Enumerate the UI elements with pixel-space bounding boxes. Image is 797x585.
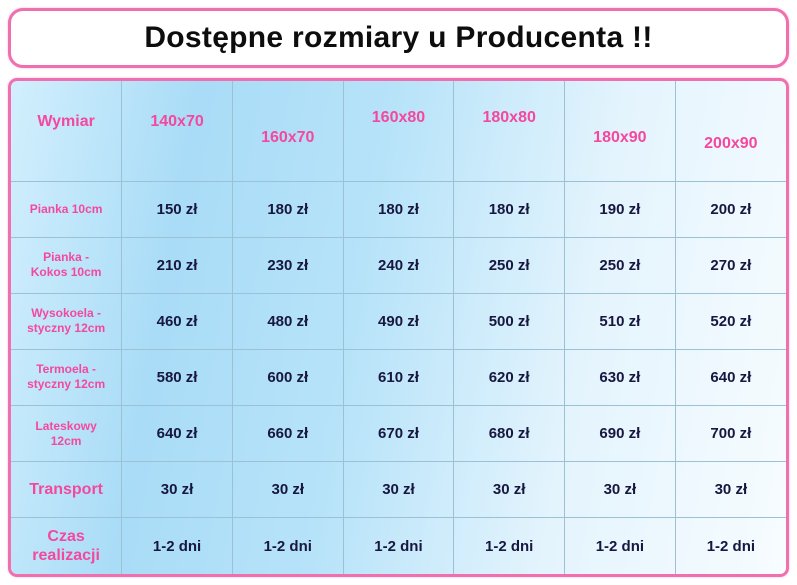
price-cell: 30 zł xyxy=(342,461,455,519)
delivery-cell: 1-2 dni xyxy=(453,517,566,574)
header-size-180x90: 180x90 xyxy=(564,81,676,182)
price-cell: 480 zł xyxy=(231,292,344,350)
price-cell: 150 zł xyxy=(121,180,233,238)
price-cell: 520 zł xyxy=(674,292,786,350)
row-pianka-10cm: Pianka 10cm 150 zł 180 zł 180 zł 180 zł … xyxy=(11,180,786,238)
row-wysokoelastyczny-12cm: Wysokoela - styczny 12cm 460 zł 480 zł 4… xyxy=(11,292,786,350)
price-cell: 180 zł xyxy=(342,180,455,238)
price-cell: 700 zł xyxy=(674,405,786,463)
price-cell: 460 zł xyxy=(121,292,233,350)
delivery-cell: 1-2 dni xyxy=(674,517,786,574)
price-cell: 630 zł xyxy=(564,348,676,407)
row-termoelastyczny-12cm: Termoela - styczny 12cm 580 zł 600 zł 61… xyxy=(11,348,786,407)
size-label: 200x90 xyxy=(704,134,758,152)
price-cell: 30 zł xyxy=(453,461,566,519)
price-cell: 250 zł xyxy=(453,236,566,294)
price-cell: 30 zł xyxy=(674,461,786,519)
price-cell: 30 zł xyxy=(564,461,676,519)
row-label: Termoela - styczny 12cm xyxy=(11,348,123,407)
price-cell: 620 zł xyxy=(453,348,566,407)
price-cell: 670 zł xyxy=(342,405,455,463)
price-cell: 680 zł xyxy=(453,405,566,463)
row-czas-realizacji: Czas realizacji 1-2 dni 1-2 dni 1-2 dni … xyxy=(11,517,786,574)
delivery-cell: 1-2 dni xyxy=(231,517,344,574)
row-transport: Transport 30 zł 30 zł 30 zł 30 zł 30 zł … xyxy=(11,461,786,519)
row-label: Lateskowy 12cm xyxy=(11,405,123,463)
price-cell: 640 zł xyxy=(121,405,233,463)
delivery-cell: 1-2 dni xyxy=(342,517,455,574)
price-table-container: Wymiar 140x70 160x70 160x80 180x80 180x9… xyxy=(8,78,789,577)
page-title: Dostępne rozmiary u Producenta !! xyxy=(144,21,653,54)
header-size-140x70: 140x70 xyxy=(121,81,233,182)
price-cell: 180 zł xyxy=(231,180,344,238)
header-size-160x80: 160x80 xyxy=(342,81,455,182)
row-label: Transport xyxy=(11,461,123,519)
price-cell: 610 zł xyxy=(342,348,455,407)
size-label: 180x80 xyxy=(482,108,536,126)
price-cell: 510 zł xyxy=(564,292,676,350)
header-size-160x70: 160x70 xyxy=(231,81,344,182)
price-cell: 690 zł xyxy=(564,405,676,463)
price-cell: 190 zł xyxy=(564,180,676,238)
size-label: 160x70 xyxy=(261,128,315,146)
price-cell: 200 zł xyxy=(674,180,786,238)
size-label: 160x80 xyxy=(371,108,426,126)
price-cell: 210 zł xyxy=(121,236,233,294)
row-pianka-kokos-10cm: Pianka - Kokos 10cm 210 zł 230 zł 240 zł… xyxy=(11,236,786,294)
size-label: 140x70 xyxy=(150,112,204,130)
delivery-cell: 1-2 dni xyxy=(564,517,676,574)
header-size-200x90: 200x90 xyxy=(674,81,786,182)
row-label: Wysokoela - styczny 12cm xyxy=(11,292,123,350)
row-label: Pianka 10cm xyxy=(11,180,123,238)
price-cell: 240 zł xyxy=(342,236,455,294)
header-wymiar: Wymiar xyxy=(11,81,123,182)
title-banner: Dostępne rozmiary u Producenta !! xyxy=(8,8,789,68)
row-label: Czas realizacji xyxy=(11,517,123,574)
price-cell: 600 zł xyxy=(231,348,344,407)
price-cell: 500 zł xyxy=(453,292,566,350)
price-cell: 30 zł xyxy=(231,461,344,519)
row-lateksowy-12cm: Lateskowy 12cm 640 zł 660 zł 670 zł 680 … xyxy=(11,405,786,463)
size-label: 180x90 xyxy=(593,128,647,146)
header-row: Wymiar 140x70 160x70 160x80 180x80 180x9… xyxy=(11,81,786,182)
header-size-180x80: 180x80 xyxy=(453,81,566,182)
price-cell: 270 zł xyxy=(674,236,786,294)
price-cell: 30 zł xyxy=(121,461,233,519)
header-wymiar-label: Wymiar xyxy=(37,112,95,130)
price-cell: 660 zł xyxy=(231,405,344,463)
price-cell: 640 zł xyxy=(674,348,786,407)
price-cell: 580 zł xyxy=(121,348,233,407)
price-cell: 250 zł xyxy=(564,236,676,294)
price-table: Wymiar 140x70 160x70 160x80 180x80 180x9… xyxy=(11,81,786,574)
price-cell: 180 zł xyxy=(453,180,566,238)
price-cell: 230 zł xyxy=(231,236,344,294)
delivery-cell: 1-2 dni xyxy=(121,517,233,574)
price-cell: 490 zł xyxy=(342,292,455,350)
row-label: Pianka - Kokos 10cm xyxy=(11,236,123,294)
